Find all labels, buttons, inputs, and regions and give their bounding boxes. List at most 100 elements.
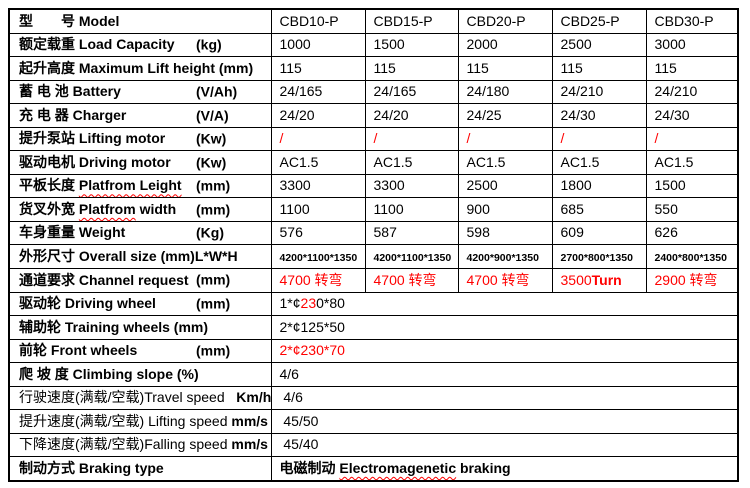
row-label-platform-width: 货叉外宽 Platfrom width (mm) — [8, 197, 272, 222]
cell-model-1: CBD15-P — [364, 8, 459, 34]
cell-driving-motor-0: AC1.5 — [270, 150, 366, 175]
cell-lifting-speed-0: 45/50 — [270, 409, 739, 434]
text-segment: Turn — [591, 271, 622, 288]
text-segment: braking — [456, 459, 511, 476]
cell-model-4: CBD30-P — [645, 8, 739, 34]
cell-driving-motor-1: AC1.5 — [364, 150, 459, 175]
spec-row-weight: 车身重量 Weight (Kg) 576 587 598 609 626 — [8, 220, 739, 246]
text-segment: 900 — [466, 200, 490, 217]
cell-driving-motor-4: AC1.5 — [645, 150, 739, 175]
cell-lift-height-4: 115 — [645, 56, 739, 81]
text-segment: 辅助轮 Training wheels (mm) — [19, 318, 209, 335]
text-segment: 23 — [300, 295, 317, 312]
row-label-climbing-slope: 爬 坡 度 Climbing slope (%) — [8, 362, 272, 387]
text-segment: 通道要求 Channel request — [19, 271, 189, 288]
text-segment: 1000 — [279, 36, 311, 53]
cell-platform-length-4: 1500 — [645, 173, 739, 199]
cell-falling-speed-0: 45/40 — [270, 432, 739, 458]
cell-driving-wheel-0: 1*¢230*80 — [270, 291, 739, 317]
text-segment: CBD30-P — [654, 12, 714, 29]
spec-row-braking-type: 制动方式 Braking type 电磁制动 Electromagenetic b… — [8, 456, 739, 482]
spec-row-lift-height: 起升高度 Maximum Lift height (mm) 115 115 115 11… — [8, 56, 739, 81]
text-segment: 爬 坡 度 Climbing slope (%) — [19, 365, 199, 382]
row-unit-platform-length: (mm) — [196, 177, 231, 194]
row-unit-lifting-motor: (Kw) — [196, 130, 227, 147]
cell-lifting-motor-3: / — [551, 126, 647, 152]
text-segment: 115 — [654, 59, 677, 76]
text-segment: 2700*800*1350 — [560, 251, 633, 264]
text-segment: 2400*800*1350 — [654, 251, 727, 264]
cell-charger-3: 24/30 — [551, 103, 647, 128]
text-segment: 电磁制动 — [279, 459, 340, 476]
row-label-driving-motor: 驱动电机 Driving motor (Kw) — [8, 150, 272, 175]
text-segment: 起升高度 Maximum Lift height (mm) — [19, 59, 254, 76]
cell-load-capacity-1: 1500 — [364, 32, 459, 58]
row-unit-charger: (V/A) — [196, 106, 229, 123]
cell-load-capacity-3: 2500 — [551, 32, 647, 58]
text-segment: 2*¢125*50 — [279, 318, 345, 335]
cell-lifting-motor-4: / — [645, 126, 739, 152]
row-label-charger: 充 电 器 Charger (V/A) — [8, 103, 272, 128]
cell-platform-length-3: 1800 — [551, 173, 647, 199]
cell-charger-4: 24/30 — [645, 103, 739, 128]
spec-row-platform-width: 货叉外宽 Platfrom width (mm) 1100 1100 900 685 550 — [8, 197, 739, 222]
text-segment: 24/165 — [279, 83, 323, 100]
cell-platform-width-3: 685 — [551, 197, 647, 222]
row-label-lift-height: 起升高度 Maximum Lift height (mm) — [8, 56, 272, 81]
text-segment: 3500 — [560, 271, 592, 288]
text-segment: 制动方式 Braking type — [19, 459, 164, 476]
text-segment: 1100 — [373, 200, 404, 217]
text-segment: 行驶速度(满载/空载)Travel speed — [19, 389, 237, 406]
text-segment: 4700 转弯 — [373, 271, 437, 288]
spec-row-model: 型 号 Model CBD10-P CBD15-P CBD20-P CBD25-P CBD… — [8, 8, 739, 34]
spec-row-channel-request: 通道要求 Channel request (mm) 4700 转弯 4700 转弯 47… — [8, 268, 739, 293]
spec-row-travel-speed: 行驶速度(满载/空载)Travel speed Km/h 4/6 — [8, 385, 739, 411]
spec-row-driving-wheel: 驱动轮 Driving wheel (mm) 1*¢230*80 — [8, 291, 739, 317]
text-segment: mm/s — [231, 412, 268, 429]
specification-table-body: 型 号 Model CBD10-P CBD15-P CBD20-P CBD25-P CBD… — [8, 8, 739, 482]
text-segment: AC1.5 — [466, 153, 506, 170]
cell-battery-0: 24/165 — [270, 79, 366, 105]
cell-channel-request-0: 4700 转弯 — [270, 268, 366, 293]
text-segment: 1800 — [560, 177, 592, 194]
row-label-lifting-motor: 提升泵站 Lifting motor (Kw) — [8, 126, 272, 152]
cell-platform-length-0: 3300 — [270, 173, 366, 199]
row-label-overall-size: 外形尺寸 Overall size (mm)L*W*H — [8, 244, 272, 270]
text-segment: 0*80 — [316, 295, 345, 312]
cell-platform-length-1: 3300 — [364, 173, 459, 199]
cell-weight-0: 576 — [270, 220, 366, 246]
text-segment: 115 — [560, 59, 583, 76]
text-segment: CBD15-P — [373, 12, 433, 29]
cell-lift-height-1: 115 — [364, 56, 459, 81]
row-unit-battery: (V/Ah) — [196, 83, 238, 100]
text-segment: 2000 — [466, 36, 498, 53]
text-segment: CBD25-P — [560, 12, 620, 29]
text-segment: AC1.5 — [654, 153, 694, 170]
text-segment: 24/20 — [373, 106, 409, 123]
cell-platform-length-2: 2500 — [457, 173, 553, 199]
text-segment: Model — [78, 12, 120, 29]
cell-driving-motor-2: AC1.5 — [457, 150, 553, 175]
text-segment: / — [654, 130, 659, 147]
text-segment: 货叉外宽 — [19, 200, 79, 217]
cell-weight-1: 587 — [364, 220, 459, 246]
cell-overall-size-0: 4200*1100*1350 — [270, 244, 366, 270]
text-segment: 前轮 Front wheels — [19, 342, 138, 359]
cell-weight-3: 609 — [551, 220, 647, 246]
text-segment: 24/30 — [654, 106, 690, 123]
spec-row-load-capacity: 额定载重 Load Capacity (kg) 1000 1500 2000 2500 30… — [8, 32, 739, 58]
spec-row-driving-motor: 驱动电机 Driving motor (Kw) AC1.5 AC1.5 AC1.5 AC1… — [8, 150, 739, 175]
text-segment: 2*¢230*70 — [279, 342, 345, 359]
cell-channel-request-2: 4700 转弯 — [457, 268, 553, 293]
text-segment: CBD20-P — [466, 12, 526, 29]
spec-row-training-wheels: 辅助轮 Training wheels (mm) 2*¢125*50 — [8, 315, 739, 340]
row-unit-front-wheels: (mm) — [196, 342, 231, 359]
text-segment: 115 — [279, 59, 302, 76]
text-segment: 3000 — [654, 36, 686, 53]
text-segment: 115 — [466, 59, 489, 76]
cell-lift-height-2: 115 — [457, 56, 553, 81]
text-segment: 24/25 — [466, 106, 502, 123]
text-segment: / — [560, 130, 565, 147]
text-segment: 4/6 — [279, 389, 303, 406]
